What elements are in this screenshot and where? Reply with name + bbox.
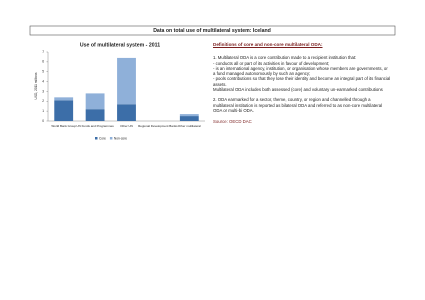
legend-swatch xyxy=(109,137,113,140)
y-tick-label: 0 xyxy=(42,119,44,123)
title-box xyxy=(29,25,396,36)
chart-title: Use of multilateral system - 2011 xyxy=(80,42,160,48)
y-tick-label: 3 xyxy=(42,89,44,93)
y-tick-label: 2 xyxy=(42,99,44,103)
x-tick-label: Regional Development Banks xyxy=(138,124,178,128)
x-tick-label: World Bank Group xyxy=(51,124,76,128)
bar-segment xyxy=(85,109,105,121)
definition-paragraph: 2. ODA earmarked for a sector, theme, co… xyxy=(213,97,383,113)
bar-segment xyxy=(117,57,136,105)
y-tick-label: 5 xyxy=(42,70,44,74)
legend-label: Non-core xyxy=(114,136,127,140)
source: Source: OECD DAC xyxy=(213,119,252,125)
definition-paragraph: 1. Multilateral ODA is a core contributi… xyxy=(213,55,391,93)
page-title: Data on total use of multilateral system… xyxy=(153,28,271,34)
definitions: Definitions of core and non-core multila… xyxy=(213,42,391,125)
bar-segment xyxy=(179,116,199,121)
bar-segment xyxy=(54,97,74,101)
x-tick-label: Other UN xyxy=(120,124,133,128)
bar-segment xyxy=(179,114,199,117)
y-tick-label: 1 xyxy=(42,109,44,113)
bar-segment xyxy=(117,104,136,121)
y-tick-label: 6 xyxy=(42,60,44,64)
x-tick-label: UN Funds and Programmes xyxy=(76,124,114,128)
x-tick-label: Other multilateral xyxy=(178,124,201,128)
bar-segment xyxy=(85,93,105,110)
legend-label: Core xyxy=(99,136,106,140)
bar-segment xyxy=(54,100,74,121)
legend-swatch xyxy=(95,137,98,140)
y-tick-label: 4 xyxy=(42,79,44,83)
definitions-title: Definitions of core and non-core multila… xyxy=(213,42,323,47)
y-tick-label: 7 xyxy=(42,50,44,54)
y-axis-label: USD, 2011 millions xyxy=(34,72,38,99)
